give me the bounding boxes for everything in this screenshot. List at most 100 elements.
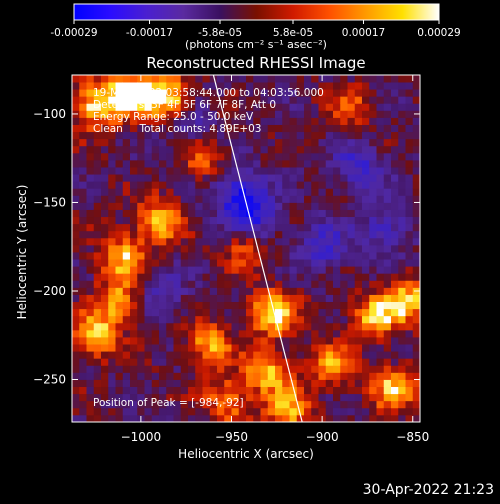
heatmap-cell	[188, 82, 196, 90]
heatmap-cell	[231, 237, 240, 246]
heatmap-cell	[79, 75, 87, 83]
heatmap-cell	[325, 329, 334, 338]
heatmap-cell	[333, 365, 341, 373]
heatmap-cell	[289, 259, 298, 267]
heatmap-cell	[151, 329, 160, 338]
heatmap-cell	[144, 103, 153, 111]
heatmap-cell	[369, 216, 377, 225]
heatmap-cell	[282, 117, 290, 125]
heatmap-cell	[180, 131, 189, 140]
heatmap-cell	[86, 301, 95, 310]
heatmap-cell	[369, 294, 377, 303]
heatmap-cell	[202, 181, 211, 189]
heatmap-cell	[217, 294, 225, 303]
heatmap-cell	[311, 195, 319, 203]
heatmap-cell	[340, 152, 348, 161]
heatmap-cell	[362, 174, 370, 182]
heatmap-cell	[318, 159, 327, 168]
heatmap-cell	[166, 117, 174, 125]
heatmap-cell	[209, 237, 218, 246]
heatmap-cell	[340, 400, 348, 409]
heatmap-cell	[282, 329, 290, 338]
heatmap-cell	[289, 322, 298, 331]
heatmap-cell	[304, 131, 312, 140]
heatmap-cell	[79, 414, 87, 422]
heatmap-cell	[325, 96, 334, 104]
heatmap-cell	[115, 280, 124, 288]
heatmap-cell	[217, 75, 225, 83]
heatmap-cell	[72, 365, 80, 373]
heatmap-cell	[209, 259, 218, 267]
heatmap-cell	[202, 414, 211, 422]
heatmap-cell	[159, 223, 167, 232]
heatmap-cell	[101, 223, 109, 232]
heatmap-cell	[376, 400, 385, 409]
heatmap-cell	[231, 308, 240, 317]
heatmap-cell	[166, 379, 174, 387]
heatmap-cell	[115, 124, 124, 133]
heatmap-cell	[333, 351, 341, 359]
y-tick-label: −100	[33, 107, 66, 121]
heatmap-cell	[144, 400, 153, 409]
heatmap-cell	[246, 407, 254, 416]
heatmap-cell	[144, 259, 153, 267]
heatmap-cell	[115, 287, 124, 295]
heatmap-cell	[347, 117, 356, 125]
heatmap-cell	[151, 407, 160, 416]
heatmap-cell	[362, 393, 370, 402]
heatmap-cell	[304, 308, 312, 317]
heatmap-cell	[282, 400, 290, 409]
heatmap-cell	[325, 365, 334, 373]
heatmap-cell	[108, 407, 116, 416]
heatmap-cell	[180, 174, 189, 182]
heatmap-cell	[398, 167, 406, 175]
heatmap-cell	[144, 174, 153, 182]
heatmap-cell	[130, 407, 138, 416]
heatmap-cell	[188, 96, 196, 104]
heatmap-cell	[325, 379, 334, 387]
heatmap-cell	[195, 152, 203, 161]
heatmap-cell	[180, 315, 189, 324]
heatmap-cell	[86, 131, 95, 140]
heatmap-cell	[383, 266, 392, 274]
heatmap-cell	[253, 351, 261, 359]
heatmap-cell	[217, 188, 225, 196]
heatmap-cell	[151, 252, 160, 260]
heatmap-cell	[115, 195, 124, 203]
heatmap-cell	[108, 110, 116, 118]
heatmap-cell	[333, 329, 341, 338]
heatmap-cell	[217, 351, 225, 359]
heatmap-cell	[412, 337, 420, 345]
heatmap-cell	[376, 273, 385, 281]
heatmap-cell	[318, 167, 327, 175]
heatmap-cell	[311, 400, 319, 409]
heatmap-cell	[195, 223, 203, 232]
heatmap-cell	[398, 315, 406, 324]
heatmap-cell	[260, 159, 269, 168]
heatmap-cell	[383, 407, 392, 416]
heatmap-cell	[325, 344, 334, 352]
heatmap-cell	[376, 223, 385, 232]
heatmap-cell	[72, 294, 80, 303]
heatmap-cell	[267, 230, 276, 239]
heatmap-cell	[101, 280, 109, 288]
heatmap-cell	[347, 209, 356, 218]
heatmap-cell	[318, 358, 327, 366]
heatmap-cell	[304, 82, 312, 90]
heatmap-cell	[267, 110, 276, 118]
heatmap-cell	[144, 117, 153, 125]
heatmap-cell	[282, 365, 290, 373]
heatmap-cell	[173, 89, 182, 97]
heatmap-cell	[289, 400, 298, 409]
heatmap-cell	[101, 337, 109, 345]
heatmap-cell	[354, 386, 363, 395]
heatmap-cell	[246, 152, 254, 161]
heatmap-cell	[369, 266, 377, 274]
heatmap-cell	[340, 379, 348, 387]
heatmap-cell	[246, 237, 254, 246]
heatmap-cell	[267, 202, 276, 210]
heatmap-cell	[202, 294, 211, 303]
heatmap-cell	[188, 344, 196, 352]
heatmap-cell	[151, 400, 160, 409]
heatmap-cell	[93, 266, 102, 274]
